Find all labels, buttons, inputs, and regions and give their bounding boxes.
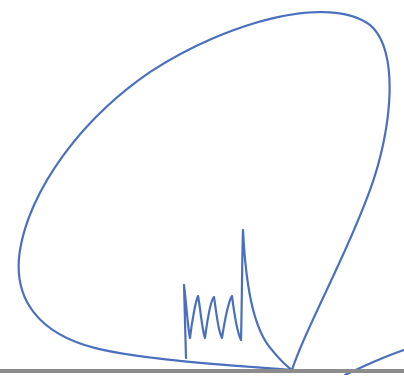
signature-scribble-stroke bbox=[182, 228, 294, 372]
signature-strokes bbox=[17, 11, 404, 377]
signature-baseline bbox=[0, 369, 404, 373]
signature-loop-stroke bbox=[17, 11, 391, 372]
